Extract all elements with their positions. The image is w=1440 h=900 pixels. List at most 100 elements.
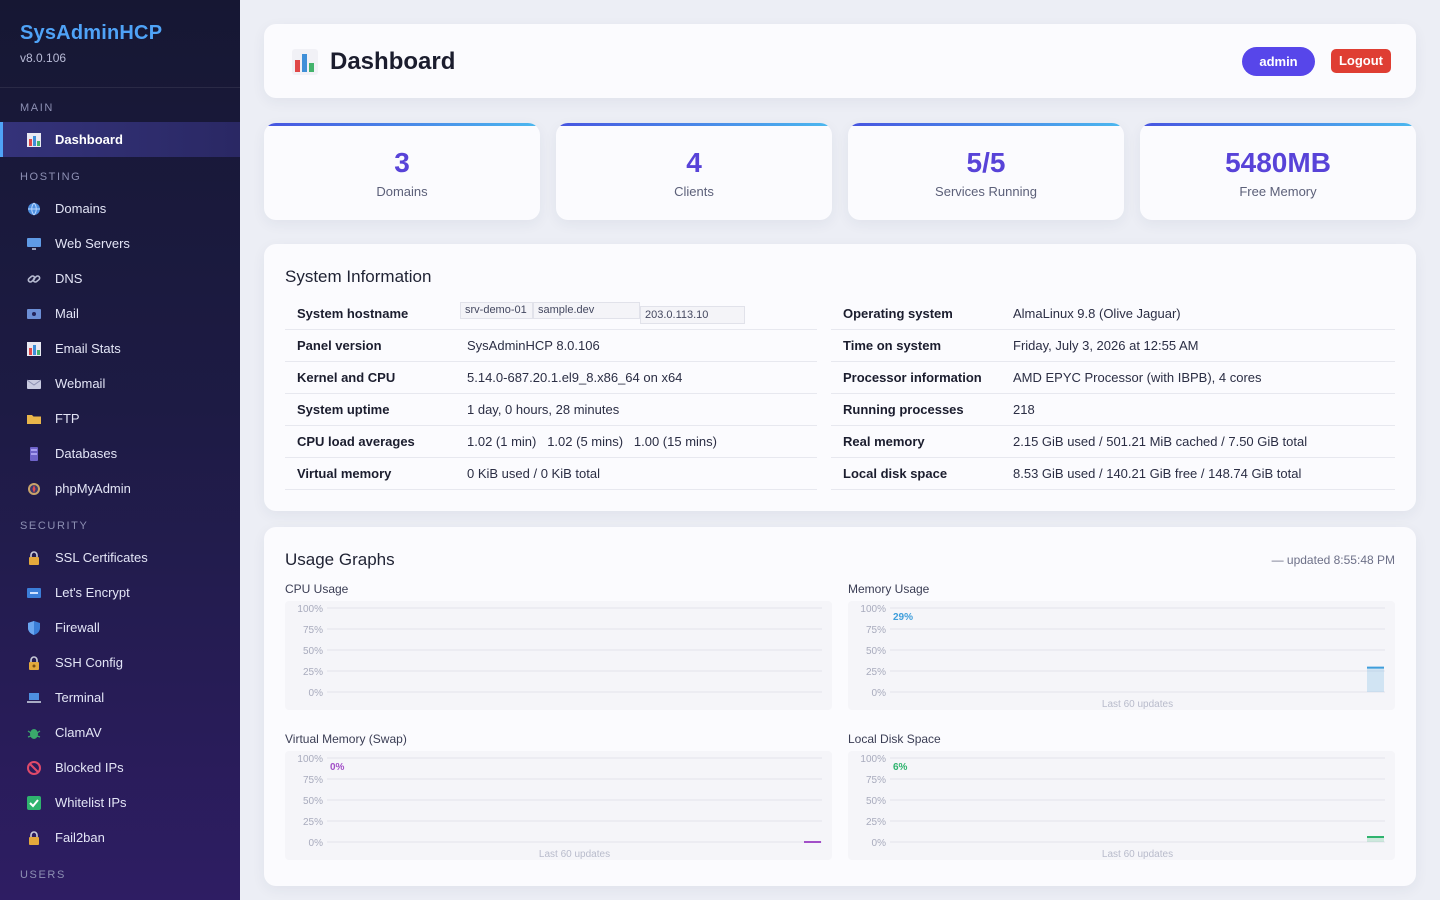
info-label: Operating system <box>843 306 953 321</box>
sidebar-item-clamav[interactable]: ClamAV <box>0 715 240 750</box>
sidebar-item-firewall[interactable]: Firewall <box>0 610 240 645</box>
info-label: Time on system <box>843 338 942 353</box>
brand-title[interactable]: SysAdminHCP <box>20 22 163 44</box>
no-entry-icon <box>26 760 42 776</box>
sidebar-item-webmail[interactable]: Webmail <box>0 366 240 401</box>
sidebar-item-label: Firewall <box>55 620 100 635</box>
sidebar-item-label: Fail2ban <box>55 830 105 845</box>
system-information-card: System Information System hostname srv-d… <box>264 244 1416 511</box>
info-value: 1.02 (1 min) 1.02 (5 mins) 1.00 (15 mins… <box>467 434 717 449</box>
sidebar-item-label: FTP <box>55 411 80 426</box>
info-row: Panel version SysAdminHCP 8.0.106 <box>285 330 817 362</box>
lock-key-icon <box>26 655 42 671</box>
laptop-icon <box>26 690 42 706</box>
user-menu-button[interactable]: admin <box>1242 47 1315 76</box>
globe-icon <box>26 201 42 217</box>
lock-icon <box>26 550 42 566</box>
folder-icon <box>26 411 42 427</box>
usage-bar <box>1367 667 1384 692</box>
sidebar-item-label: ClamAV <box>55 725 102 740</box>
y-tick-label: 50% <box>303 796 323 807</box>
info-label: Kernel and CPU <box>297 370 396 385</box>
cpu-usage-graph: 100% 75% 50% 25% 0% <box>285 601 832 710</box>
stat-card-clients: 4 Clients <box>556 123 832 220</box>
sidebar-item-label: Terminal <box>55 690 105 705</box>
info-row: CPU load averages 1.02 (1 min) 1.02 (5 m… <box>285 426 817 458</box>
stat-label: Free Memory <box>1239 184 1317 199</box>
sidebar-item-ftp[interactable]: FTP <box>0 401 240 436</box>
nav-section-users: USERS <box>20 869 66 881</box>
sidebar-item-whitelist-ips[interactable]: Whitelist IPs <box>0 785 240 820</box>
stat-label: Clients <box>674 184 714 199</box>
info-value: SysAdminHCP 8.0.106 <box>467 338 600 353</box>
info-label: CPU load averages <box>297 434 415 449</box>
shield-icon <box>26 620 42 636</box>
memory-usage-graph: 100% 75% 50% 25% 0% 29% Last 60 updates <box>848 601 1395 710</box>
sidebar-item-domains[interactable]: Domains <box>0 191 240 226</box>
y-tick-label: 50% <box>866 796 886 807</box>
last-updated-text: — updated 8:55:48 PM <box>1271 553 1395 567</box>
sidebar-item-label: Whitelist IPs <box>55 795 127 810</box>
sidebar-item-blocked-ips[interactable]: Blocked IPs <box>0 750 240 785</box>
bar-chart-icon <box>292 49 318 75</box>
lock-icon <box>26 830 42 846</box>
info-row: Kernel and CPU 5.14.0-687.20.1.el9_8.x86… <box>285 362 817 394</box>
info-row: System uptime 1 day, 0 hours, 28 minutes <box>285 394 817 426</box>
logout-button[interactable]: Logout <box>1331 49 1391 73</box>
hostname-field[interactable]: srv-demo-01 <box>460 302 533 319</box>
page-title-text: Dashboard <box>330 48 456 75</box>
domain-field[interactable]: sample.dev <box>533 302 640 319</box>
sidebar-item-phpmyadmin[interactable]: phpMyAdmin <box>0 471 240 506</box>
bar-chart-icon <box>26 132 42 148</box>
info-row: Local disk space 8.53 GiB used / 140.21 … <box>831 458 1395 490</box>
sidebar-item-label: Databases <box>55 446 118 461</box>
sidebar-item-ssh[interactable]: SSH Config <box>0 645 240 680</box>
info-value: Friday, July 3, 2026 at 12:55 AM <box>1013 338 1199 353</box>
info-value: AlmaLinux 9.8 (Olive Jaguar) <box>1013 306 1181 321</box>
info-row: Time on system Friday, July 3, 2026 at 1… <box>831 330 1395 362</box>
sidebar-item-label: SSH Config <box>55 655 123 670</box>
sidebar-item-mail[interactable]: Mail <box>0 296 240 331</box>
graph-footer-label: Last 60 updates <box>1102 849 1173 860</box>
nav-section-main: MAIN <box>20 102 54 114</box>
sidebar-item-label: phpMyAdmin <box>55 481 131 496</box>
y-tick-label: 0% <box>309 838 324 849</box>
sidebar-item-fail2ban[interactable]: Fail2ban <box>0 820 240 855</box>
sidebar-item-web-servers[interactable]: Web Servers <box>0 226 240 261</box>
y-tick-label: 75% <box>303 625 323 636</box>
nav-section-security: SECURITY <box>20 520 89 532</box>
link-icon <box>26 271 42 287</box>
sidebar-item-dashboard[interactable]: Dashboard <box>0 122 240 157</box>
y-tick-label: 0% <box>872 688 887 699</box>
sidebar: SysAdminHCP v8.0.106 MAIN Dashboard HOST… <box>0 0 240 900</box>
info-value: 5.14.0-687.20.1.el9_8.x86_64 on x64 <box>467 370 683 385</box>
info-row: Operating system AlmaLinux 9.8 (Olive Ja… <box>831 298 1395 330</box>
compass-icon <box>26 481 42 497</box>
sidebar-item-databases[interactable]: Databases <box>0 436 240 471</box>
monitor-icon <box>26 236 42 252</box>
y-tick-label: 75% <box>303 775 323 786</box>
sidebar-item-label: Email Stats <box>55 341 121 356</box>
current-value-label: 6% <box>893 762 908 773</box>
stat-value: 3 <box>394 147 410 178</box>
ip-address-field[interactable]: 203.0.113.10 <box>640 306 745 324</box>
info-row: Processor information AMD EPYC Processor… <box>831 362 1395 394</box>
info-row: Real memory 2.15 GiB used / 501.21 MiB c… <box>831 426 1395 458</box>
sidebar-item-label: Mail <box>55 306 79 321</box>
badge-icon <box>26 585 42 601</box>
stat-card-free-memory: 5480MB Free Memory <box>1140 123 1416 220</box>
sidebar-item-terminal[interactable]: Terminal <box>0 680 240 715</box>
sidebar-item-dns[interactable]: DNS <box>0 261 240 296</box>
graph-title: Memory Usage <box>848 582 930 596</box>
sidebar-item-ssl[interactable]: SSL Certificates <box>0 540 240 575</box>
sidebar-item-label: Let's Encrypt <box>55 585 130 600</box>
info-value: 0 KiB used / 0 KiB total <box>467 466 600 481</box>
y-tick-label: 50% <box>866 646 886 657</box>
envelope-icon <box>26 376 42 392</box>
sidebar-item-label: Blocked IPs <box>55 760 124 775</box>
sidebar-item-email-stats[interactable]: Email Stats <box>0 331 240 366</box>
current-value-label: 29% <box>893 612 913 623</box>
sidebar-item-label: Dashboard <box>55 132 123 147</box>
sidebar-item-letsencrypt[interactable]: Let's Encrypt <box>0 575 240 610</box>
brand-version: v8.0.106 <box>20 51 67 65</box>
